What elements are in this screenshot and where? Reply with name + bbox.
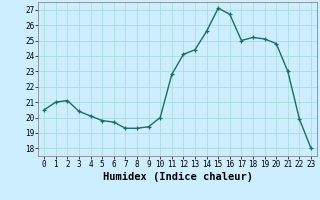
X-axis label: Humidex (Indice chaleur): Humidex (Indice chaleur) [103,172,252,182]
